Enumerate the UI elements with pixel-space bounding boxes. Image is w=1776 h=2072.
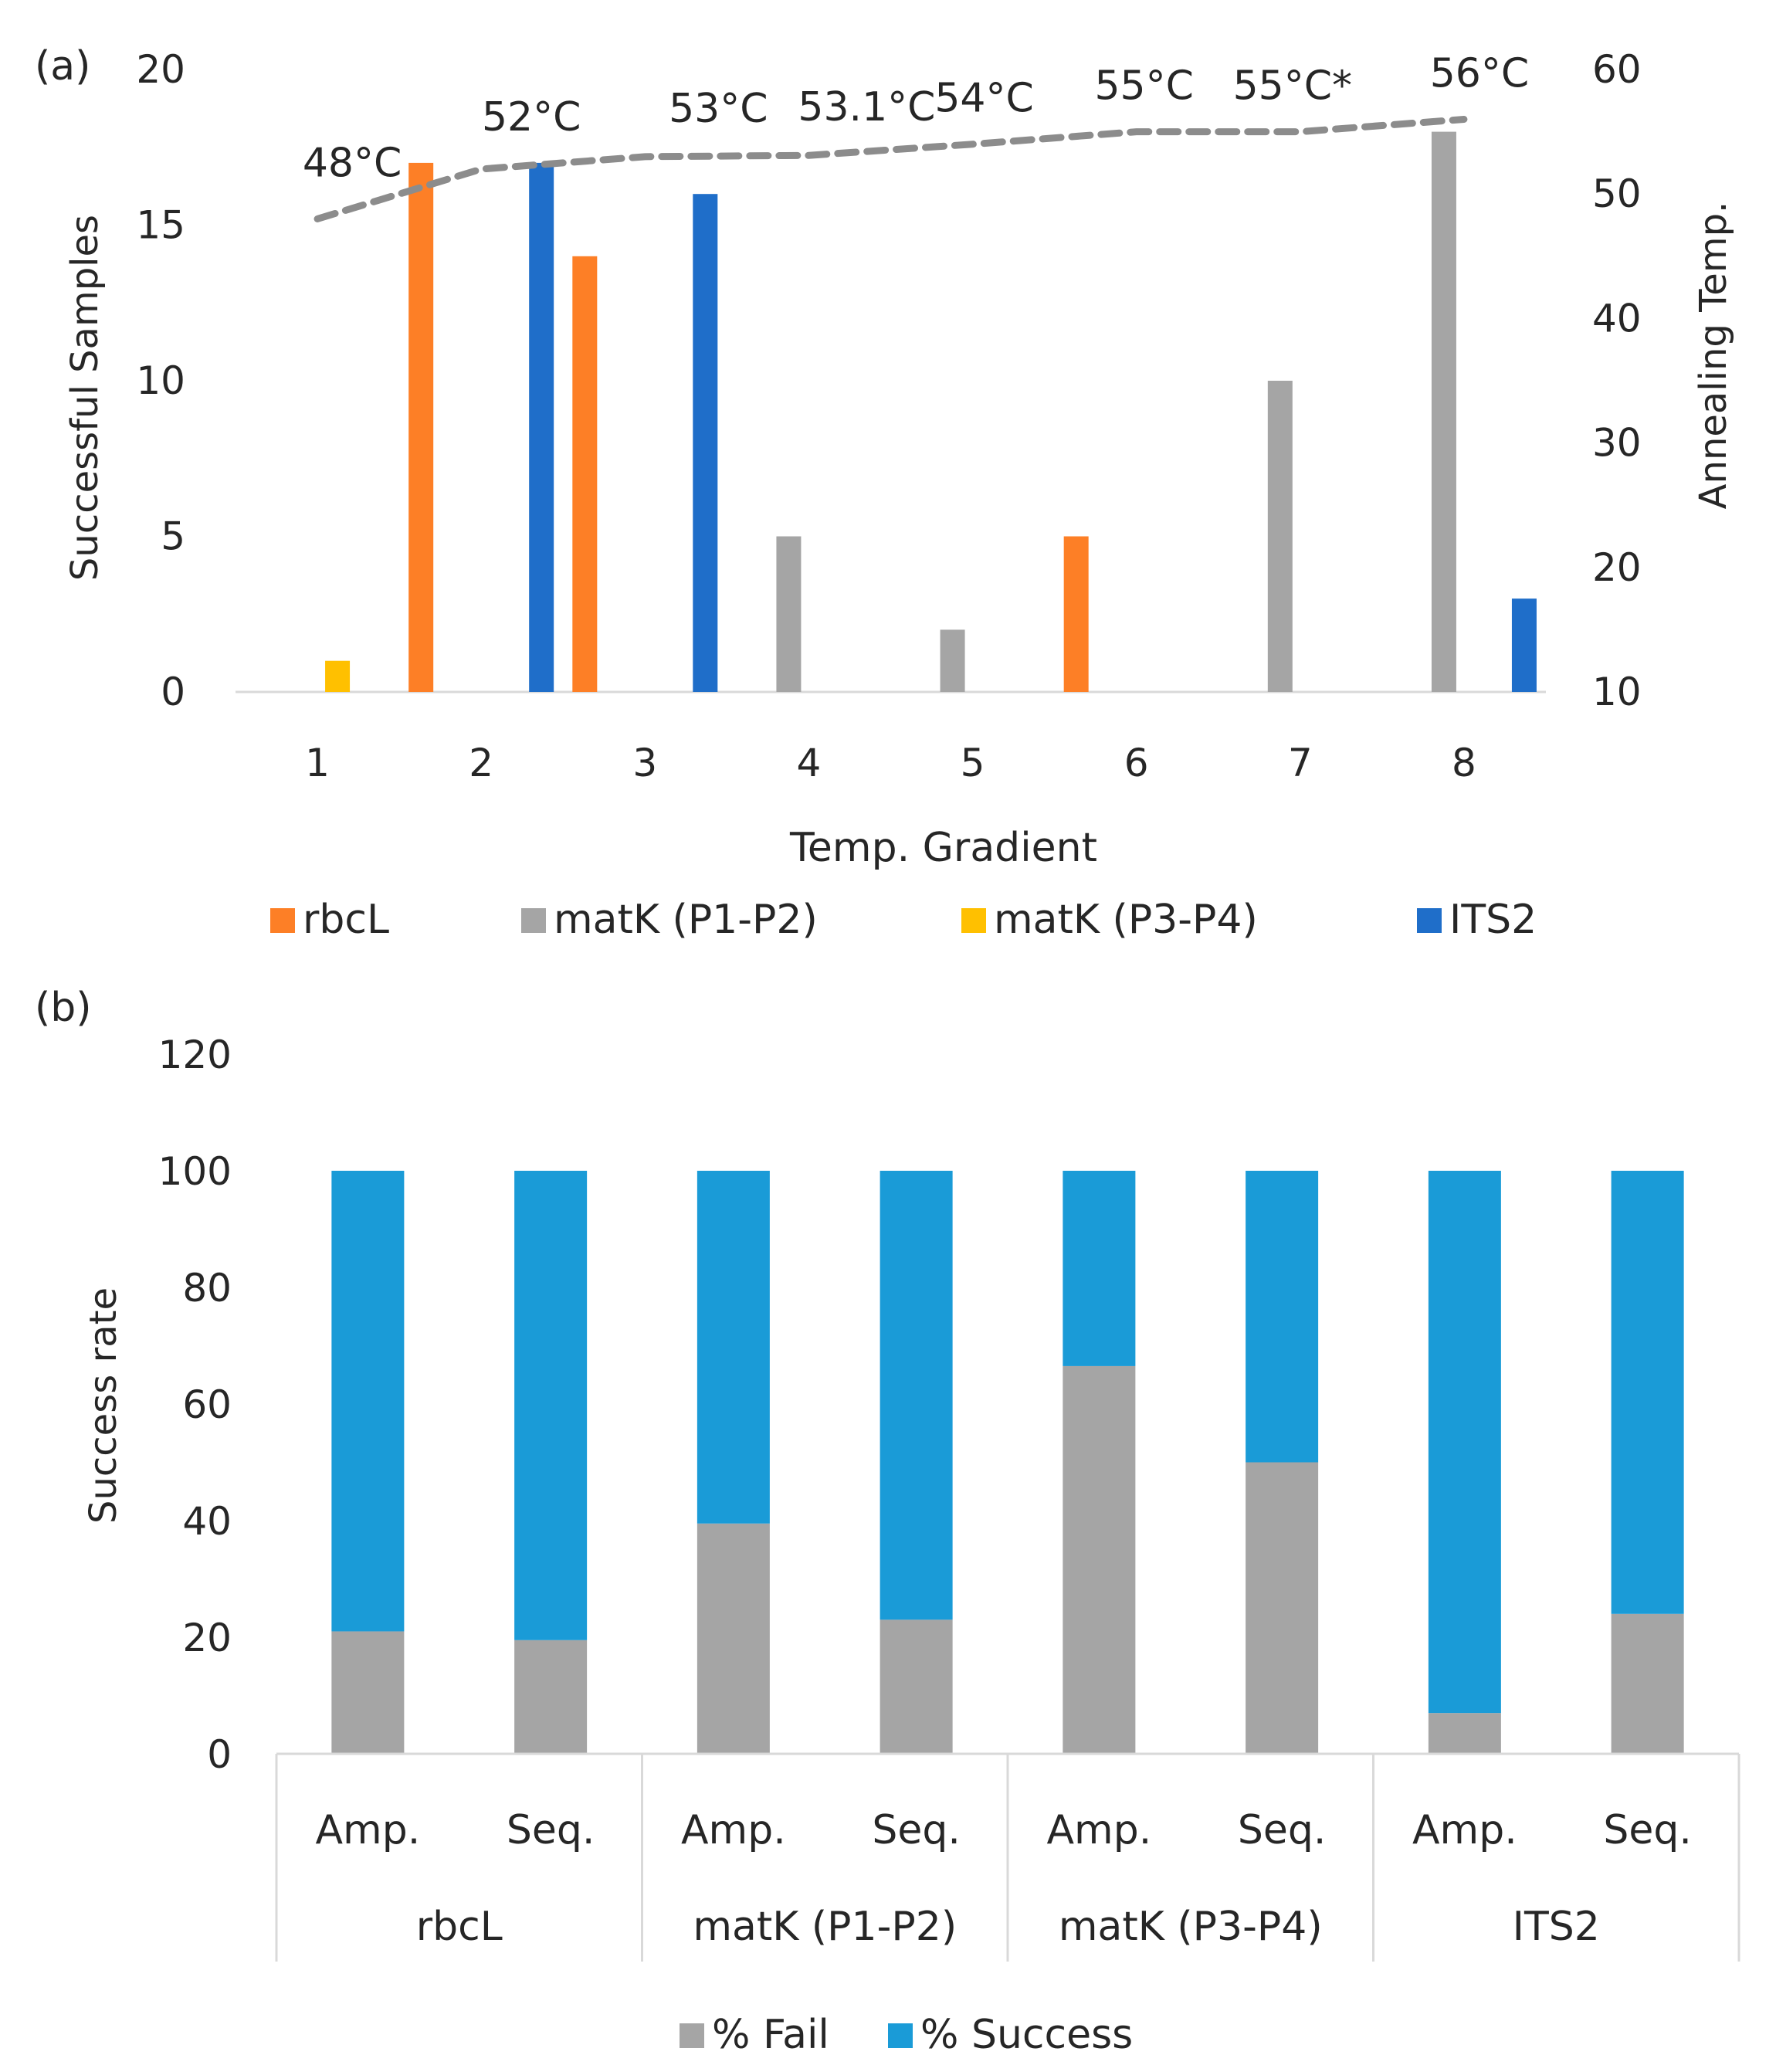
y2-tick-label-a: 40 xyxy=(1592,296,1642,341)
y-tick-label-a: 10 xyxy=(136,358,185,403)
panel-label-b: (b) xyxy=(35,985,92,1031)
legend-swatch-a xyxy=(270,908,295,933)
x-tick-label-a: 2 xyxy=(469,741,493,785)
legend-swatch-b xyxy=(888,2023,913,2048)
bar-success-8 xyxy=(1611,1171,1684,1614)
legend-swatch-a xyxy=(1417,908,1442,933)
bar-success-1 xyxy=(331,1171,405,1632)
legend-label-a: rbcL xyxy=(303,897,389,943)
x-subcategory-label: Seq. xyxy=(1238,1807,1327,1853)
temp-data-label: 56°C xyxy=(1430,50,1529,97)
x-subcategory-label: Amp. xyxy=(1046,1807,1151,1853)
legend-label-a: matK (P1-P2) xyxy=(554,897,818,943)
legend-swatch-a xyxy=(961,908,986,933)
temp-data-label: 53°C xyxy=(669,86,768,132)
x-subcategory-label: Seq. xyxy=(507,1807,595,1853)
bar-fail-1 xyxy=(331,1631,405,1754)
bar-success-7 xyxy=(1428,1171,1501,1714)
x-tick-label-a: 5 xyxy=(961,741,985,785)
x-axis-title-a: Temp. Gradient xyxy=(789,825,1097,871)
bar-its2-2 xyxy=(529,162,554,692)
bar-fail-2 xyxy=(514,1640,588,1754)
legend-label-b: % Success xyxy=(920,2012,1133,2058)
x-tick-label-a: 7 xyxy=(1288,741,1313,785)
y-axis-title-a: Successful Samples xyxy=(63,215,107,581)
temp-data-label: 53.1°C xyxy=(798,84,935,131)
legend-swatch-b xyxy=(680,2023,704,2048)
bar-matk-p1-p2-8 xyxy=(1431,131,1456,693)
y-tick-label-b: 60 xyxy=(182,1382,232,1427)
legend-label-b: % Fail xyxy=(712,2012,829,2058)
y-tick-label-b: 0 xyxy=(207,1732,232,1777)
temp-data-label: 55°C* xyxy=(1233,63,1352,110)
y2-tick-label-a: 60 xyxy=(1592,47,1642,92)
x-subcategory-label: Amp. xyxy=(1412,1807,1517,1853)
x-subcategory-label: Amp. xyxy=(681,1807,786,1853)
bar-success-2 xyxy=(514,1171,588,1640)
temp-data-label: 48°C xyxy=(303,140,402,186)
y-tick-label-b: 100 xyxy=(158,1149,232,1194)
y2-tick-label-a: 50 xyxy=(1592,171,1642,216)
bar-fail-4 xyxy=(880,1619,953,1754)
bar-success-6 xyxy=(1246,1171,1319,1463)
y-tick-label-b: 20 xyxy=(182,1616,232,1660)
y-tick-label-b: 40 xyxy=(182,1499,232,1544)
x-group-label: matK (P1-P2) xyxy=(693,1904,957,1950)
chart-a: (a) Successful Samples Annealing Temp. T… xyxy=(35,43,1735,943)
legend-label-a: matK (P3-P4) xyxy=(994,897,1258,943)
bar-success-3 xyxy=(697,1171,770,1524)
y-tick-label-a: 20 xyxy=(136,47,185,92)
y-tick-label-b: 120 xyxy=(158,1033,232,1077)
bar-matk-p1-p2-5 xyxy=(940,629,965,692)
bar-fail-8 xyxy=(1611,1613,1684,1754)
legend-label-a: ITS2 xyxy=(1449,897,1537,943)
x-tick-label-a: 6 xyxy=(1124,741,1149,785)
bar-fail-6 xyxy=(1246,1462,1319,1754)
bar-rbcl-3 xyxy=(572,256,598,692)
x-subcategory-label: Seq. xyxy=(1603,1807,1692,1853)
temp-data-label: 54°C xyxy=(934,76,1033,122)
x-group-label: matK (P3-P4) xyxy=(1059,1904,1323,1950)
bar-success-5 xyxy=(1063,1171,1136,1366)
y-tick-label-a: 0 xyxy=(161,670,185,714)
x-subcategory-label: Seq. xyxy=(872,1807,961,1853)
y2-tick-label-a: 30 xyxy=(1592,421,1642,466)
x-tick-label-a: 8 xyxy=(1452,741,1476,785)
y-tick-label-a: 15 xyxy=(136,203,185,248)
bar-rbcl-6 xyxy=(1063,536,1089,692)
bar-matk-p3-p4-1 xyxy=(325,660,351,692)
x-tick-label-a: 3 xyxy=(632,741,657,785)
bar-matk-p1-p2-4 xyxy=(776,536,802,692)
y-axis-title-b: Success rate xyxy=(82,1287,125,1524)
bar-fail-7 xyxy=(1428,1713,1501,1754)
legend-swatch-a xyxy=(521,908,546,933)
bar-fail-5 xyxy=(1063,1365,1136,1754)
x-subcategory-label: Amp. xyxy=(315,1807,420,1853)
temp-data-label: 52°C xyxy=(482,94,581,141)
bar-rbcl-2 xyxy=(408,162,434,692)
x-tick-label-a: 1 xyxy=(305,741,330,785)
y2-tick-label-a: 10 xyxy=(1592,670,1642,714)
y2-tick-label-a: 20 xyxy=(1592,545,1642,590)
y-tick-label-b: 80 xyxy=(182,1266,232,1311)
bar-fail-3 xyxy=(697,1523,770,1754)
x-group-label: rbcL xyxy=(416,1904,503,1950)
temp-data-label: 55°C xyxy=(1094,63,1193,110)
bar-matk-p1-p2-7 xyxy=(1267,381,1293,692)
x-group-label: ITS2 xyxy=(1513,1904,1600,1950)
bar-success-4 xyxy=(880,1171,953,1620)
y-tick-label-a: 5 xyxy=(161,514,185,559)
bar-its2-3 xyxy=(693,194,718,692)
bar-its2-8 xyxy=(1511,599,1537,692)
y2-axis-title-a: Annealing Temp. xyxy=(1692,202,1735,510)
chart-b: (b) Success rate 0 20 40 60 80 100 120 Amp. Seq.… xyxy=(35,985,1740,2058)
x-tick-label-a: 4 xyxy=(797,741,822,785)
panel-label-a: (a) xyxy=(35,43,90,90)
